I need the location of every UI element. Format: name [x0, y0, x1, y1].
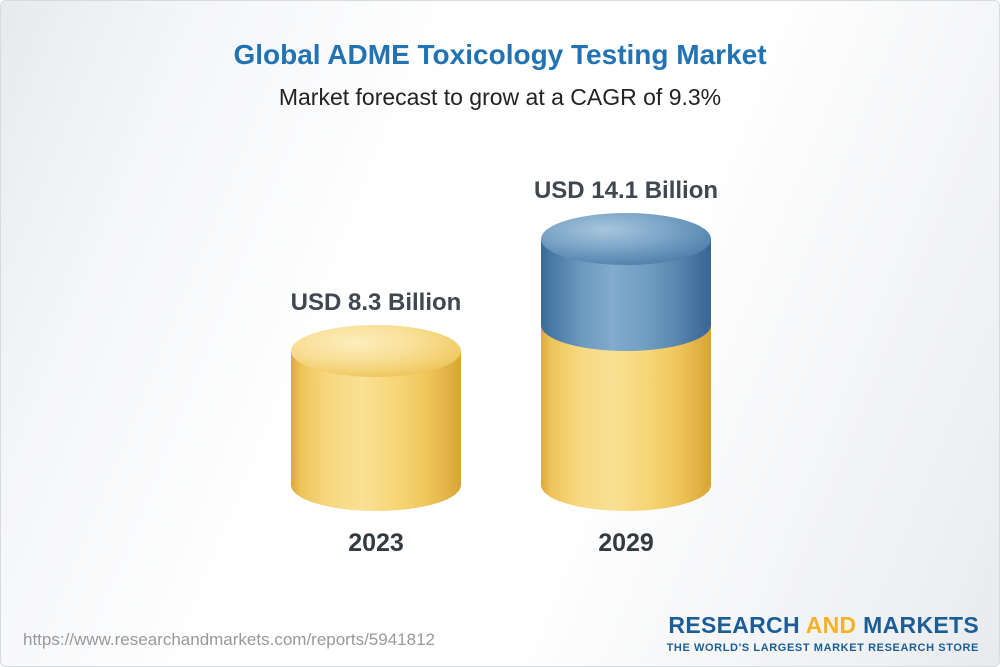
bar-segment-2029-base — [541, 324, 711, 511]
report-url: https://www.researchandmarkets.com/repor… — [23, 630, 435, 649]
page-title: Global ADME Toxicology Testing Market — [233, 39, 767, 70]
cylinder-top-2023 — [291, 324, 461, 377]
cylinder-top-2029 — [541, 212, 711, 265]
research-and-markets-logo: RESEARCH AND MARKETS THE WORLD'S LARGEST… — [666, 611, 979, 654]
logo-tagline: THE WORLD'S LARGEST MARKET RESEARCH STOR… — [666, 642, 979, 654]
value-label-2023: USD 8.3 Billion — [290, 288, 462, 316]
bar-2023: USD 8.3 Billion 2023 — [291, 289, 462, 557]
x-axis-label-2029: 2029 — [598, 529, 654, 557]
page-subtitle: Market forecast to grow at a CAGR of 9.3… — [278, 84, 722, 110]
logo-wordmark: RESEARCH AND MARKETS — [667, 611, 979, 638]
bar-2029: USD 14.1 Billion 2029 — [534, 177, 718, 557]
logo-word-markets: MARKETS — [863, 611, 979, 638]
x-axis-label-2023: 2023 — [348, 529, 404, 557]
bar-segment-2023-base — [291, 350, 461, 511]
logo-word-research: RESEARCH — [668, 611, 800, 638]
logo-word-and: AND — [805, 611, 857, 638]
chart-header: Global ADME Toxicology Testing Market Ma… — [1, 1, 999, 111]
value-label-2029: USD 14.1 Billion — [533, 176, 719, 204]
